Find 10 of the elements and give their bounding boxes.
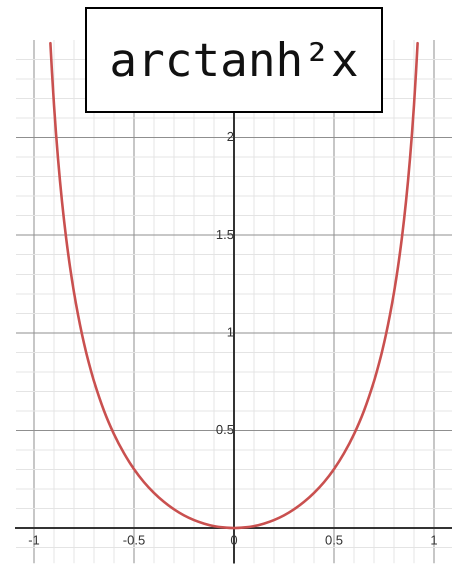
- y-tick-label: 0.5: [216, 422, 234, 438]
- chart-title: arctanh²x: [109, 33, 359, 87]
- y-tick-label: 1: [226, 324, 234, 340]
- x-tick-label: -1: [28, 532, 40, 548]
- y-tick-label: 2: [226, 129, 234, 144]
- x-tick-label: 0.5: [324, 532, 344, 548]
- x-tick-label: 1: [430, 532, 438, 548]
- y-tick-label: 1.5: [216, 226, 234, 242]
- x-tick-label: -0.5: [122, 532, 146, 548]
- line-series: [49, 42, 419, 530]
